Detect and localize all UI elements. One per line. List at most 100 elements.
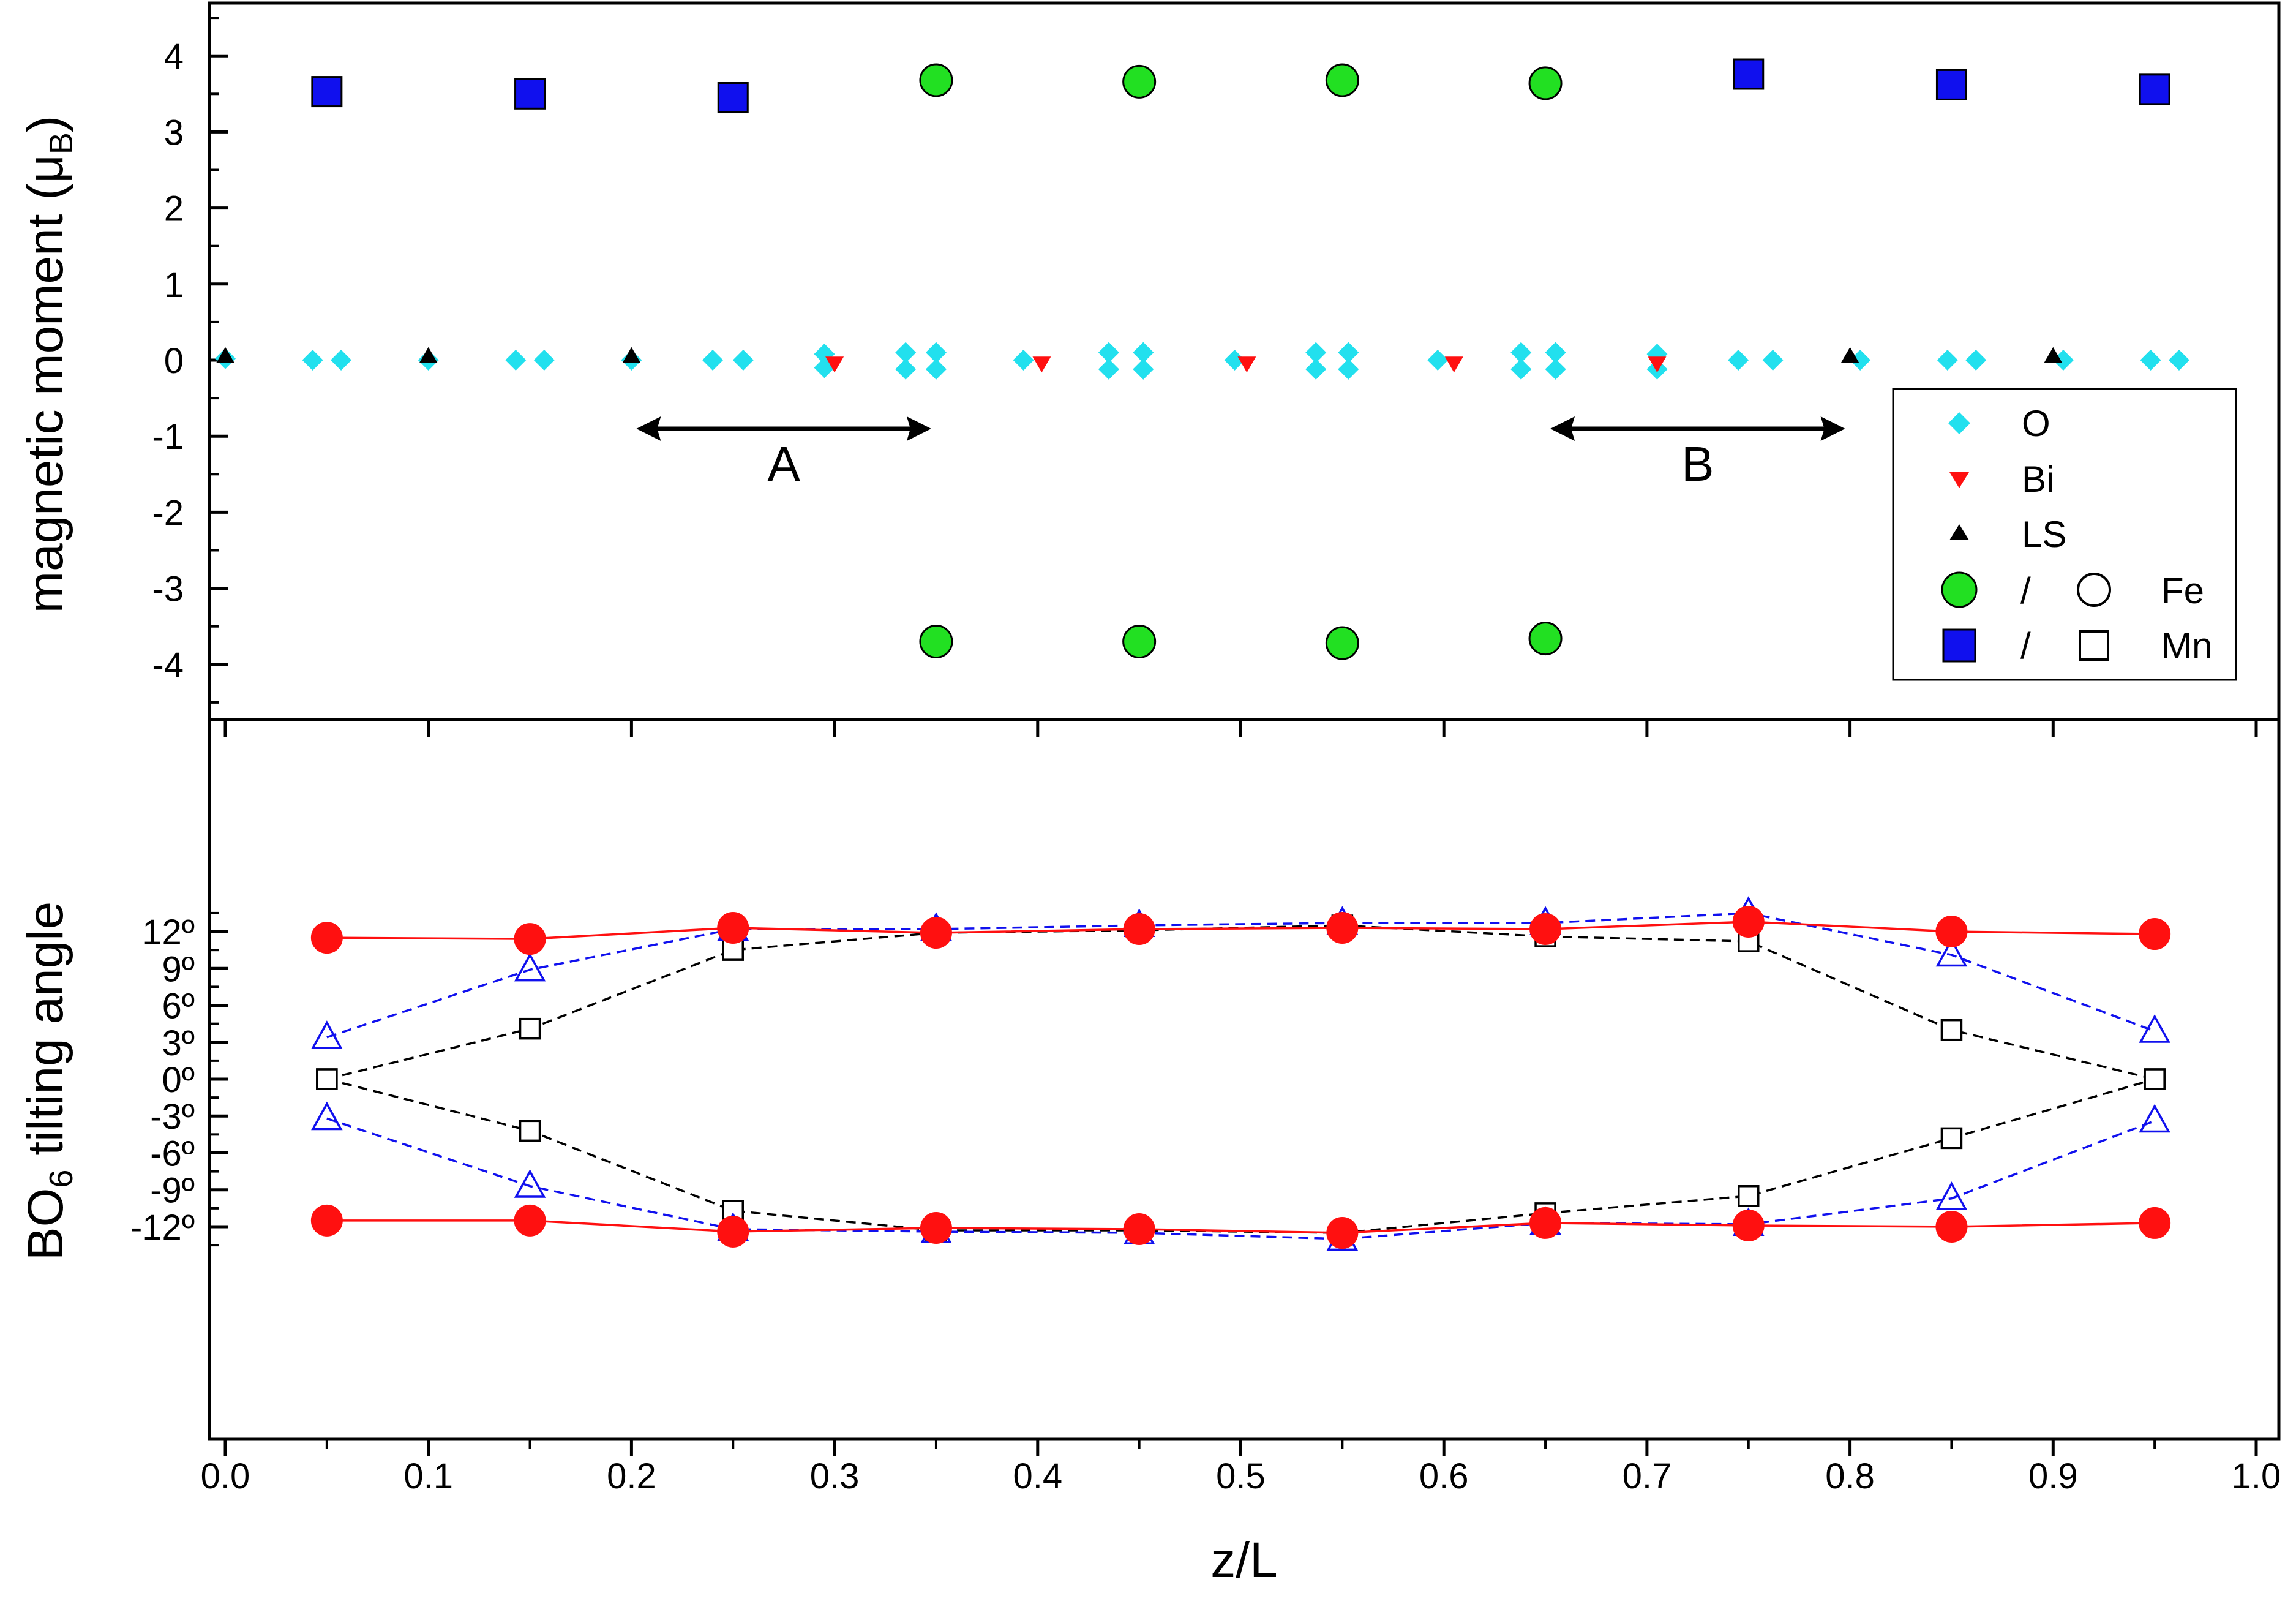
series-line-red-upper [326, 921, 2155, 940]
legend-ls-marker [1949, 524, 1969, 540]
data-point-o [732, 350, 754, 371]
series-line-black-upper [326, 924, 2155, 1080]
x-tick-label: 0.2 [607, 1456, 656, 1496]
top-y-axis-title-mu: μ [18, 154, 73, 183]
top-y-tick-label: -4 [152, 646, 184, 685]
data-point-o [1545, 342, 1566, 363]
top-series-markers [215, 58, 2189, 660]
top-y-axis-title-close: ) [18, 116, 73, 132]
top-y-axis-title-main: magnetic moment ( [18, 183, 73, 613]
data-point-o [925, 358, 947, 380]
bottom-y-tick-label: 0º [162, 1060, 195, 1100]
data-point-black-lower [1940, 1127, 1963, 1150]
bottom-y-tick-label: -9º [150, 1171, 195, 1211]
data-point-mn [717, 82, 749, 114]
x-tick-label: 0.0 [201, 1456, 250, 1496]
data-point-o [1937, 350, 1958, 371]
x-axis-title: z/L [1210, 1532, 1277, 1588]
data-point-fe [1122, 625, 1157, 659]
data-point-blue-upper [2139, 1014, 2170, 1043]
data-point-o [1965, 350, 1987, 371]
top-y-tick-label: 2 [164, 189, 184, 229]
legend-fe-separator: / [2020, 570, 2031, 611]
bottom-y-tick-label: -3º [150, 1097, 195, 1137]
data-point-o [1305, 342, 1327, 363]
data-point-blue-upper [311, 1020, 343, 1049]
data-point-ls [2044, 347, 2063, 363]
x-tick-label: 0.9 [2028, 1456, 2078, 1496]
data-point-mn [311, 76, 343, 108]
legend-o-label: O [2022, 403, 2050, 444]
data-point-red-lower [514, 1204, 546, 1237]
data-point-o [505, 350, 527, 371]
data-point-bi [1032, 356, 1051, 373]
annotation-label: A [767, 437, 800, 491]
data-point-black-lower [2144, 1068, 2166, 1090]
data-point-o [1098, 358, 1119, 380]
x-tick-label: 0.4 [1013, 1456, 1062, 1496]
data-point-o [895, 342, 917, 363]
data-point-red-upper [1529, 913, 1562, 946]
data-point-red-upper [1326, 912, 1359, 944]
data-point-black-upper [519, 1017, 541, 1040]
x-tick-label: 0.1 [403, 1456, 453, 1496]
data-point-o [1338, 358, 1359, 380]
data-point-o [1133, 342, 1154, 363]
data-point-o [1427, 350, 1449, 371]
data-point-blue-lower [2139, 1104, 2170, 1133]
top-y-tick-label: -1 [152, 417, 184, 457]
data-point-o [2168, 350, 2189, 371]
data-point-bi [825, 356, 844, 373]
top-y-axis-title: magnetic moment (μB) [18, 116, 80, 613]
data-point-red-upper [514, 923, 546, 955]
data-point-bi [1444, 356, 1463, 373]
x-tick-label: 0.8 [1825, 1456, 1875, 1496]
data-point-red-upper [920, 917, 952, 949]
data-point-red-upper [717, 912, 749, 944]
data-point-mn [1935, 69, 1967, 100]
data-point-o [925, 342, 947, 363]
top-y-axis: 4 3 2 1 0 -1 -2 -3 -4 [152, 17, 228, 704]
legend-mn-label: Mn [2161, 625, 2212, 666]
data-point-red-lower [2139, 1207, 2171, 1239]
data-point-blue-upper [514, 952, 546, 982]
top-y-axis-title-sub: B [43, 132, 80, 154]
annotation-arrowhead-left [636, 416, 661, 441]
data-point-fe [1528, 622, 1563, 656]
x-tick-label: 1.0 [2232, 1456, 2281, 1496]
series-line-black-lower [326, 1078, 2155, 1234]
data-point-ls [216, 347, 234, 363]
legend-fe-filled-marker [1941, 571, 1978, 608]
data-point-fe [919, 63, 953, 97]
data-point-o [1728, 350, 1749, 371]
legend-o-marker [1948, 412, 1970, 434]
top-y-tick-label: -3 [152, 570, 184, 609]
x-axis: 0.0 0.1 0.2 0.3 0.4 0.5 0.6 0.7 0.8 0.9 1.0 [201, 720, 2281, 1496]
data-point-black-lower [1738, 1185, 1760, 1207]
data-point-o [302, 350, 323, 371]
data-point-blue-lower [1935, 1181, 1968, 1210]
data-point-red-upper [1732, 905, 1765, 938]
legend-fe-open-marker [2077, 573, 2111, 607]
data-point-o [1098, 342, 1119, 363]
bottom-y-tick-label: 6º [162, 987, 195, 1026]
data-point-o [331, 350, 352, 371]
legend-mn-separator: / [2020, 625, 2031, 666]
data-point-black-lower [316, 1068, 338, 1090]
data-point-o [1224, 350, 1245, 371]
data-point-red-lower [310, 1204, 343, 1237]
data-point-red-lower [1732, 1209, 1765, 1241]
legend: O Bi LS / Fe / Mn [1892, 388, 2237, 681]
data-point-o [895, 358, 917, 380]
bottom-y-tick-label: -12º [130, 1208, 195, 1248]
bottom-y-axis-title: BO6 tilting angle [18, 902, 80, 1260]
data-point-mn [1733, 58, 1765, 90]
data-point-red-lower [920, 1211, 952, 1244]
data-point-black-lower [519, 1120, 541, 1142]
data-point-o [1850, 350, 1871, 371]
legend-fe-label: Fe [2161, 570, 2204, 611]
data-point-o [1305, 358, 1327, 380]
data-point-fe [1122, 64, 1157, 99]
